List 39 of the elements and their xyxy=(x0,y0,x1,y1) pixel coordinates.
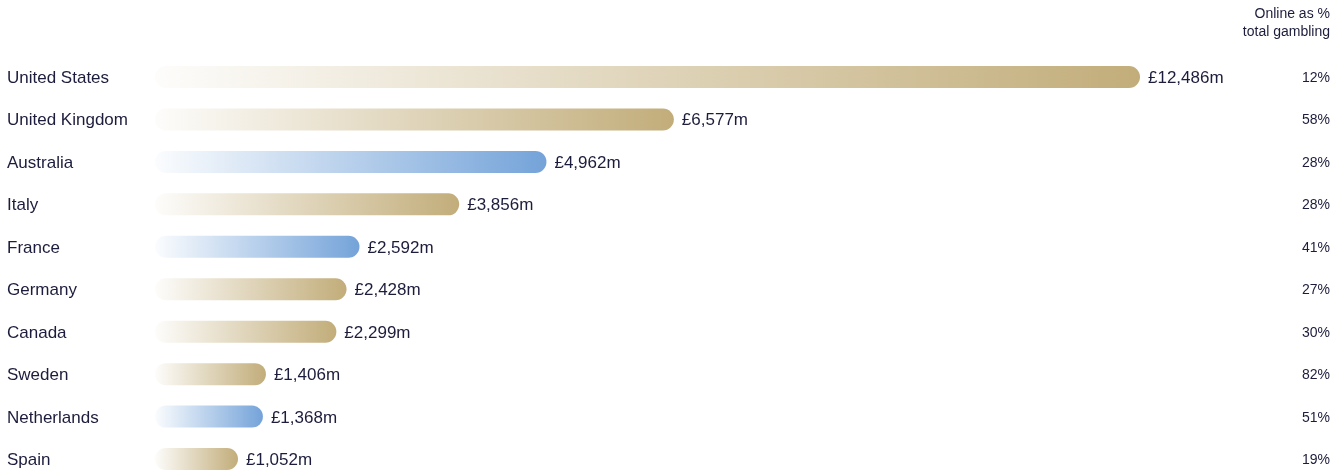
bar xyxy=(155,320,337,343)
y-tick-label: Canada xyxy=(7,322,68,342)
y-tick-label: Sweden xyxy=(7,365,69,385)
data-label: 27% xyxy=(1301,281,1330,298)
y-tick-label: Germany xyxy=(7,280,78,300)
y-tick-label: Italy xyxy=(7,195,39,215)
data-label: 82% xyxy=(1301,366,1330,383)
data-label: 51% xyxy=(1301,408,1330,425)
y-tick-label: France xyxy=(7,237,60,257)
data-label: 28% xyxy=(1301,153,1330,170)
data-label: £1,368m xyxy=(270,407,338,427)
data-label: 30% xyxy=(1301,323,1330,340)
data-label: 12% xyxy=(1301,68,1330,85)
bar xyxy=(155,448,238,471)
data-label: £12,486m xyxy=(1148,67,1224,87)
data-label: £2,299m xyxy=(344,322,411,342)
data-label: £6,577m xyxy=(681,110,749,130)
bar xyxy=(155,193,460,216)
data-label: £4,962m xyxy=(554,152,621,172)
data-label: £2,592m xyxy=(367,237,434,257)
bar xyxy=(155,235,360,258)
data-label: 19% xyxy=(1301,450,1330,467)
bar xyxy=(155,150,547,173)
y-tick-label: United States xyxy=(7,67,110,87)
y-tick-label: Australia xyxy=(7,152,74,172)
data-label: £2,428m xyxy=(354,280,421,300)
y-tick-label: Netherlands xyxy=(7,407,99,427)
text: Online as % total gambling xyxy=(1242,5,1330,39)
data-label: 41% xyxy=(1301,238,1330,255)
data-label: £1,052m xyxy=(245,450,313,469)
bar xyxy=(155,363,266,386)
data-label: 28% xyxy=(1301,196,1330,213)
bar xyxy=(155,278,347,301)
data-label: £3,856m xyxy=(467,195,534,215)
data-label: £1,406m xyxy=(273,365,341,385)
data-label: 58% xyxy=(1301,111,1330,128)
bar xyxy=(155,405,263,428)
y-tick-label: United Kingdom xyxy=(7,110,128,130)
y-tick-label: Spain xyxy=(7,450,51,469)
